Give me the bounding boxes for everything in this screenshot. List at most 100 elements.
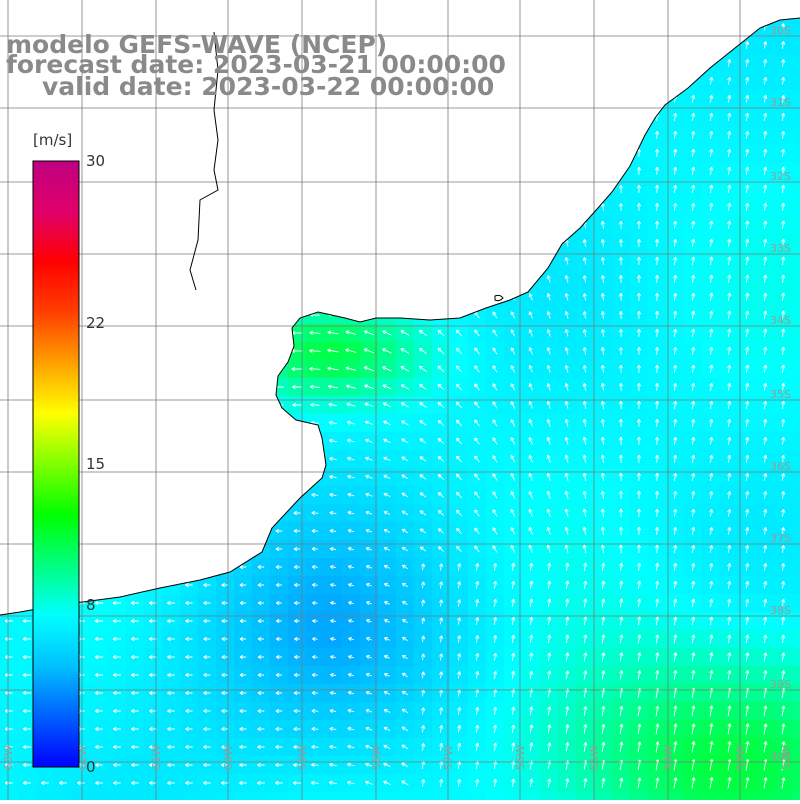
wind-arrow <box>673 598 678 608</box>
wind-arrow <box>636 364 642 373</box>
wind-arrow <box>437 383 445 391</box>
wind-arrow <box>601 634 606 644</box>
wind-arrow <box>112 618 121 624</box>
wind-arrow <box>691 220 696 230</box>
wind-arrow <box>347 690 355 695</box>
wind-arrow <box>600 418 605 427</box>
wind-arrow <box>149 744 157 750</box>
wind-arrow <box>781 256 786 266</box>
wind-arrow <box>691 723 696 735</box>
wind-arrow <box>781 346 786 356</box>
wind-arrow <box>727 220 732 230</box>
wind-arrow <box>185 618 193 624</box>
wind-arrow <box>546 472 551 481</box>
wind-arrow <box>77 780 85 786</box>
wind-arrow <box>691 274 696 284</box>
wind-arrow <box>439 653 444 661</box>
wind-arrow <box>455 401 463 409</box>
wind-arrow <box>363 348 375 354</box>
wind-arrow <box>781 292 786 302</box>
wind-arrow <box>4 636 13 642</box>
wind-arrow <box>474 509 480 517</box>
wind-arrow <box>257 744 265 750</box>
wind-arrow <box>547 706 552 716</box>
wind-arrow <box>347 762 355 767</box>
wind-arrow <box>511 706 516 716</box>
wind-speed-cell <box>162 792 181 800</box>
wind-arrow <box>673 723 678 735</box>
wind-arrow <box>727 491 732 499</box>
wind-arrow <box>528 508 534 517</box>
wind-arrow <box>383 744 391 750</box>
wind-arrow <box>763 454 768 463</box>
wind-arrow <box>691 238 696 248</box>
wind-arrow <box>763 364 768 374</box>
wind-speed-cell <box>738 792 757 800</box>
wind-arrow <box>673 256 678 265</box>
wind-arrow <box>275 654 282 660</box>
wind-arrow <box>511 778 516 788</box>
wind-arrow <box>131 780 139 786</box>
wind-arrow <box>330 600 336 606</box>
wind-arrow <box>22 672 31 678</box>
wind-speed-cell <box>792 216 800 235</box>
wind-arrow <box>600 382 605 391</box>
wind-arrow <box>727 563 732 571</box>
wind-arrow <box>709 94 714 103</box>
wind-arrow <box>709 256 714 266</box>
wind-arrow <box>347 492 355 497</box>
wind-arrow <box>673 418 678 427</box>
wind-speed-cell <box>90 792 109 800</box>
wind-arrow <box>673 616 678 626</box>
wind-arrow <box>275 528 283 534</box>
wind-arrow <box>691 328 696 338</box>
wind-arrow <box>401 582 408 587</box>
wind-arrow <box>745 364 750 374</box>
wind-arrow <box>421 778 426 787</box>
wind-arrow <box>401 690 409 696</box>
wind-arrow <box>257 726 265 732</box>
wind-arrow <box>419 474 427 480</box>
wind-arrow <box>618 220 623 229</box>
wind-arrow <box>293 510 301 516</box>
wind-arrow <box>221 582 229 588</box>
wind-arrow <box>437 365 445 373</box>
wind-arrow <box>636 490 642 500</box>
wind-arrow <box>94 726 103 732</box>
wind-arrow <box>583 724 588 734</box>
wind-arrow <box>781 741 786 753</box>
wind-arrow <box>221 744 229 750</box>
wind-arrow <box>781 652 786 662</box>
wind-arrow <box>619 598 624 608</box>
wind-arrow <box>637 777 642 789</box>
wind-arrow <box>547 616 552 626</box>
wind-arrow <box>781 41 786 49</box>
wind-arrow <box>457 635 462 643</box>
wind-arrow <box>474 473 480 481</box>
wind-arrow <box>709 76 714 85</box>
wind-arrow <box>691 418 696 427</box>
wind-arrow <box>655 130 660 139</box>
wind-arrow <box>529 580 534 590</box>
wind-arrow <box>439 581 444 589</box>
wind-arrow <box>600 436 605 445</box>
wind-speed-cell <box>792 270 800 289</box>
wind-arrow <box>475 778 480 788</box>
wind-arrow <box>383 546 391 551</box>
wind-arrow <box>311 510 319 516</box>
wind-arrow <box>709 580 714 589</box>
wind-arrow <box>203 690 211 696</box>
wind-arrow <box>781 59 786 67</box>
wind-arrow <box>745 454 750 463</box>
wind-arrow <box>655 580 660 590</box>
wind-arrow <box>637 670 642 680</box>
wind-arrow <box>221 654 229 660</box>
wind-speed-cell <box>144 792 163 800</box>
wind-speed-cell <box>576 792 595 800</box>
wind-arrow <box>691 400 696 409</box>
wind-arrow <box>655 472 660 481</box>
wind-arrow <box>582 239 587 247</box>
wind-arrow <box>547 598 552 608</box>
wind-arrow <box>384 637 390 641</box>
wind-arrow <box>400 348 410 354</box>
